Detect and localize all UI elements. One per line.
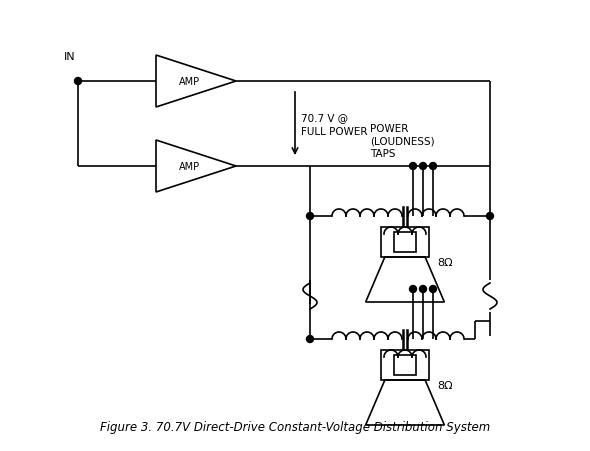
Text: 70.7 V @
FULL POWER: 70.7 V @ FULL POWER	[301, 113, 368, 137]
Text: AMP: AMP	[178, 77, 199, 87]
Text: POWER
(LOUDNESS)
TAPS: POWER (LOUDNESS) TAPS	[370, 124, 435, 159]
Circle shape	[487, 213, 493, 220]
Text: Figure 3. 70.7V Direct-Drive Constant-Voltage Distribution System: Figure 3. 70.7V Direct-Drive Constant-Vo…	[100, 420, 490, 433]
Circle shape	[74, 78, 81, 85]
Circle shape	[306, 213, 313, 220]
Bar	[394, 355, 416, 375]
Bar	[381, 350, 429, 380]
Bar	[394, 232, 416, 253]
Text: AMP: AMP	[178, 161, 199, 172]
Circle shape	[419, 163, 427, 170]
Text: IN: IN	[64, 52, 76, 62]
Text: 8Ω: 8Ω	[437, 380, 453, 390]
Circle shape	[409, 163, 417, 170]
Circle shape	[430, 286, 437, 293]
Circle shape	[419, 286, 427, 293]
Circle shape	[409, 286, 417, 293]
Circle shape	[306, 336, 313, 343]
Bar	[381, 227, 429, 258]
Circle shape	[430, 163, 437, 170]
Text: 8Ω: 8Ω	[437, 258, 453, 267]
